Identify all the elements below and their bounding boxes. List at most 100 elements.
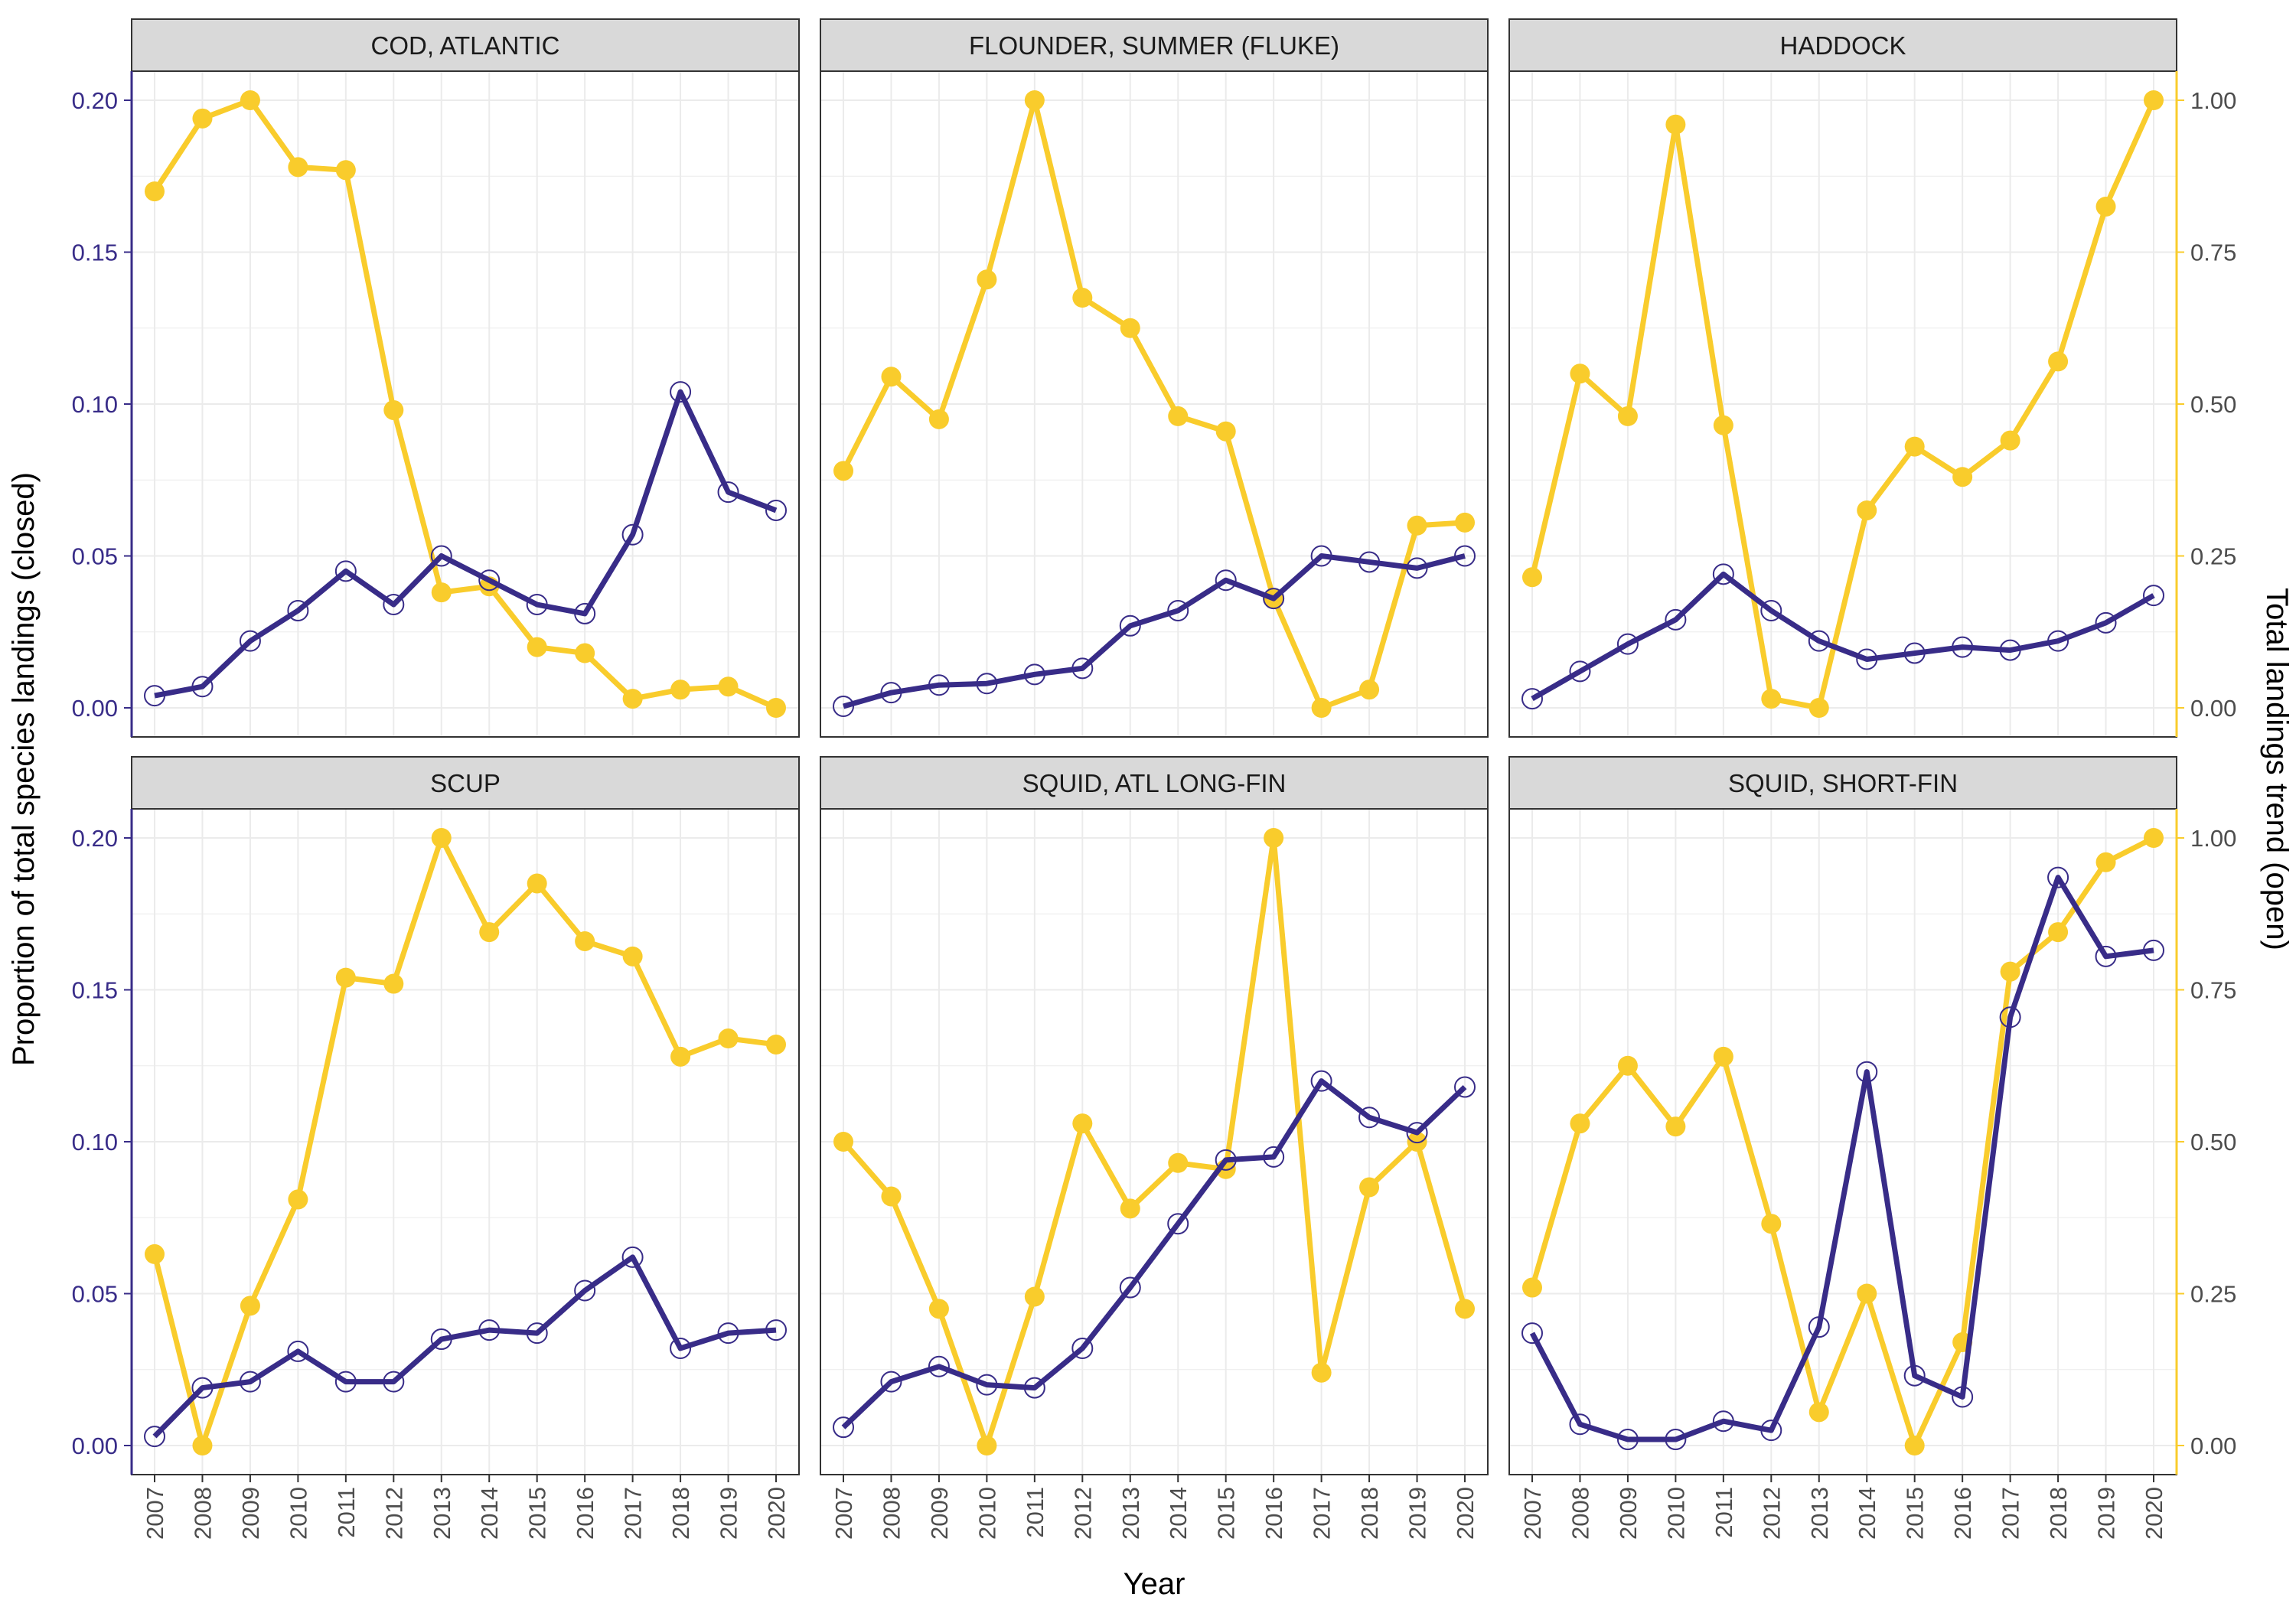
- closed-series-point: [717, 481, 739, 504]
- x-tick-label: 2020: [1452, 1487, 1479, 1540]
- x-tick-label: 2015: [524, 1487, 551, 1540]
- closed-series-point: [526, 1322, 548, 1345]
- x-tick-label: 2013: [1806, 1487, 1833, 1540]
- open-series-point: [2144, 828, 2164, 848]
- x-tick-label: 2020: [2141, 1487, 2167, 1540]
- panel: HADDOCK 0.00 0.25 0.50 0.75 1.00: [1508, 18, 2236, 738]
- open-series-point: [240, 1296, 260, 1316]
- open-series-point: [1168, 1152, 1189, 1173]
- closed-series-point: [526, 594, 548, 616]
- open-series-point: [383, 973, 404, 994]
- closed-series-point: [1454, 545, 1476, 567]
- panel: COD, ATLANTIC 0.00 0.05 0.10 0.15 0.20: [72, 18, 800, 738]
- x-tick-label: 2010: [285, 1487, 311, 1540]
- closed-series-point: [1808, 630, 1830, 652]
- x-tick-label: 2011: [1711, 1487, 1737, 1538]
- open-series-point: [1713, 415, 1733, 435]
- closed-series-point: [1167, 599, 1189, 621]
- open-series-point: [670, 1046, 691, 1067]
- open-series-point: [1407, 515, 1427, 536]
- closed-series-point: [1760, 599, 1782, 621]
- closed-series-point: [1119, 614, 1141, 637]
- left-tick-label: 0.05: [72, 1281, 118, 1308]
- panel-strip: [1508, 756, 2177, 810]
- closed-series-point: [574, 602, 596, 624]
- open-series-point: [622, 946, 643, 966]
- x-tick-label: 2017: [620, 1487, 647, 1540]
- y-axis-title-right: Total landings trend (open): [2260, 588, 2294, 950]
- open-series-point: [1761, 689, 1782, 709]
- left-tick-label: 0.15: [72, 977, 118, 1004]
- open-series-point: [1359, 680, 1380, 700]
- open-series-point: [1617, 1055, 1638, 1076]
- open-series-point: [335, 967, 356, 988]
- closed-series-point: [1119, 1276, 1141, 1299]
- open-series-point: [622, 689, 643, 709]
- panel-title: SCUP: [430, 769, 501, 797]
- closed-series-point: [1310, 1070, 1332, 1092]
- left-tick-label: 0.00: [72, 1433, 118, 1459]
- x-tick-label: 2016: [1261, 1487, 1287, 1540]
- open-series-point: [1665, 1116, 1686, 1137]
- closed-series-point: [239, 630, 261, 652]
- closed-series-point: [1167, 1213, 1189, 1235]
- open-series-point: [881, 367, 902, 387]
- open-series-point: [670, 680, 691, 700]
- open-series-point: [1904, 436, 1925, 457]
- closed-series-point: [621, 1246, 644, 1268]
- open-series-point: [1857, 500, 1877, 520]
- closed-series-point: [1023, 1377, 1045, 1399]
- x-tick-label: 2016: [572, 1487, 598, 1540]
- x-tick-label: 2017: [1309, 1487, 1336, 1540]
- open-series-point: [288, 157, 308, 178]
- open-series-point: [431, 582, 452, 603]
- x-tick-label: 2009: [237, 1487, 264, 1540]
- closed-series-point: [2047, 866, 2069, 888]
- closed-series-point: [928, 1355, 950, 1377]
- open-series-point: [192, 1436, 213, 1455]
- closed-series-point: [1569, 660, 1591, 683]
- closed-series-point: [1263, 588, 1285, 610]
- closed-series-point: [1263, 1146, 1285, 1168]
- closed-series-point: [1665, 608, 1687, 631]
- x-tick-label: 2010: [1662, 1487, 1689, 1540]
- open-series-point: [1120, 1198, 1140, 1219]
- open-series-point: [928, 1299, 949, 1319]
- open-series-line: [1529, 99, 2157, 711]
- left-tick-label: 0.05: [72, 543, 118, 570]
- closed-series-point: [928, 674, 950, 696]
- x-tick-label: 2018: [667, 1487, 694, 1540]
- closed-series-point: [1569, 1413, 1591, 1436]
- open-series-point: [2000, 961, 2020, 982]
- x-tick-label: 2011: [333, 1487, 360, 1538]
- right-tick-label: 0.75: [2190, 240, 2236, 266]
- closed-series-point: [1952, 1386, 1974, 1408]
- open-series-point: [1024, 1286, 1045, 1307]
- open-series-point: [1311, 698, 1332, 718]
- right-tick-label: 0.00: [2190, 695, 2236, 722]
- panel-strip: [1508, 18, 2177, 72]
- closed-series-point: [144, 685, 165, 707]
- x-tick-label: 2019: [1404, 1487, 1431, 1540]
- closed-series-point: [880, 1371, 902, 1393]
- left-tick-label: 0.00: [72, 695, 118, 722]
- x-tick-label: 2018: [1356, 1487, 1383, 1540]
- closed-series-point: [1358, 551, 1381, 573]
- panel-title: HADDOCK: [1779, 31, 1906, 60]
- open-series-point: [145, 181, 165, 202]
- panel: FLOUNDER, SUMMER (FLUKE): [820, 18, 1489, 738]
- closed-series-point: [191, 676, 214, 698]
- x-tick-label: 2013: [1117, 1487, 1144, 1540]
- x-tick-label: 2015: [1902, 1487, 1929, 1540]
- open-series-point: [1215, 421, 1236, 442]
- right-tick-label: 0.75: [2190, 977, 2236, 1004]
- closed-series-point: [1521, 1322, 1543, 1345]
- closed-series-point: [2095, 945, 2117, 967]
- closed-series-point: [430, 1328, 452, 1351]
- open-series-point: [1072, 288, 1093, 308]
- right-tick-label: 0.25: [2190, 543, 2236, 570]
- closed-series-point: [1808, 1316, 1830, 1338]
- open-series-point: [1311, 1362, 1332, 1383]
- left-tick-label: 0.15: [72, 240, 118, 266]
